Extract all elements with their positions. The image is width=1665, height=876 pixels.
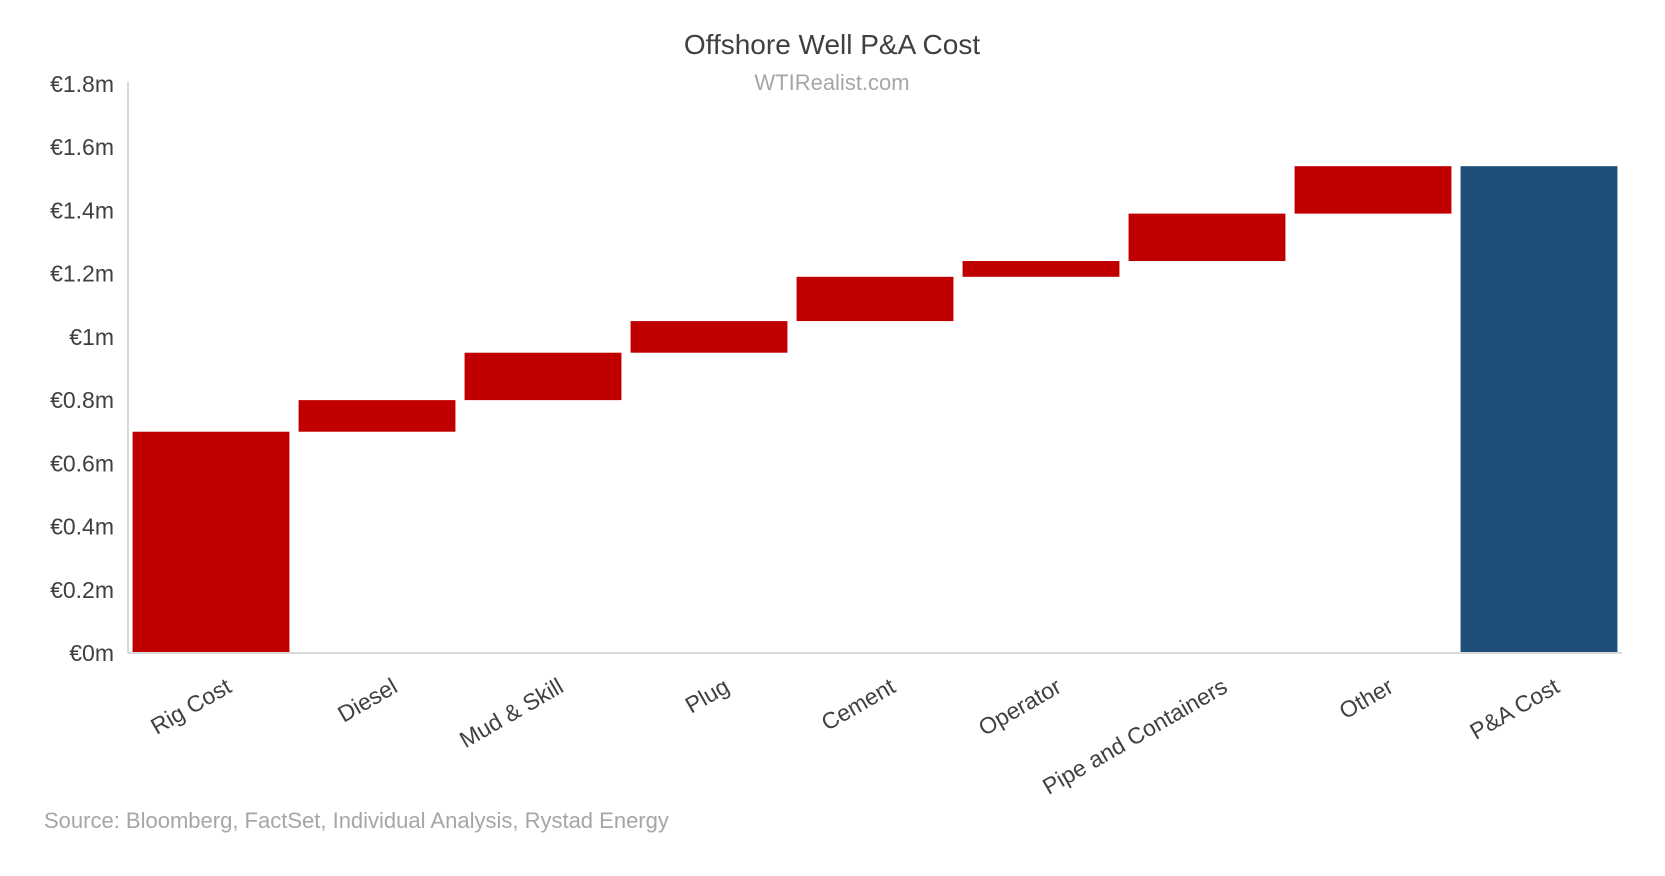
y-tick-label: €0.6m: [50, 450, 114, 476]
x-category-label: Plug: [681, 673, 734, 719]
bars-group: [132, 166, 1618, 653]
x-axis: Rig Cost Diesel Mud & Skill Plug Cement Opera…: [128, 652, 1622, 800]
bar-other: [1294, 166, 1452, 214]
x-category-label: Diesel: [333, 673, 401, 727]
x-category-label: Pipe and Containers: [1038, 673, 1231, 800]
y-tick-label: €0.4m: [50, 514, 114, 540]
y-axis: €0m €0.2m €0.4m €0.6m €0.8m €1m €1.2m €1.4m €1.6…: [50, 71, 129, 666]
chart-subtitle: WTIRealist.com: [754, 70, 909, 95]
bar-operator: [962, 261, 1120, 277]
y-tick-label: €0m: [69, 640, 114, 666]
x-category-label: Operator: [974, 673, 1066, 741]
bar-p-a-cost: [1460, 166, 1618, 653]
y-tick-label: €1.8m: [50, 71, 114, 97]
bar-diesel: [298, 400, 456, 432]
y-tick-label: €1m: [69, 324, 114, 350]
x-category-label: Cement: [817, 673, 900, 736]
x-category-label: Rig Cost: [146, 673, 236, 740]
y-tick-label: €1.2m: [50, 261, 114, 287]
bar-mud-skill: [464, 352, 622, 401]
bar-pipe-and-containers: [1128, 213, 1286, 262]
y-tick-label: €1.4m: [50, 197, 114, 223]
bar-rig-cost: [132, 431, 290, 653]
y-tick-label: €0.8m: [50, 387, 114, 413]
source-note: Source: Bloomberg, FactSet, Individual A…: [44, 808, 669, 833]
chart-title: Offshore Well P&A Cost: [684, 29, 980, 60]
bar-plug: [630, 321, 788, 353]
y-tick-label: €1.6m: [50, 134, 114, 160]
x-category-label: Other: [1335, 673, 1398, 724]
bar-cement: [796, 276, 954, 322]
x-category-label: P&A Cost: [1465, 673, 1564, 745]
y-tick-label: €0.2m: [50, 577, 114, 603]
x-category-label: Mud & Skill: [455, 673, 568, 753]
